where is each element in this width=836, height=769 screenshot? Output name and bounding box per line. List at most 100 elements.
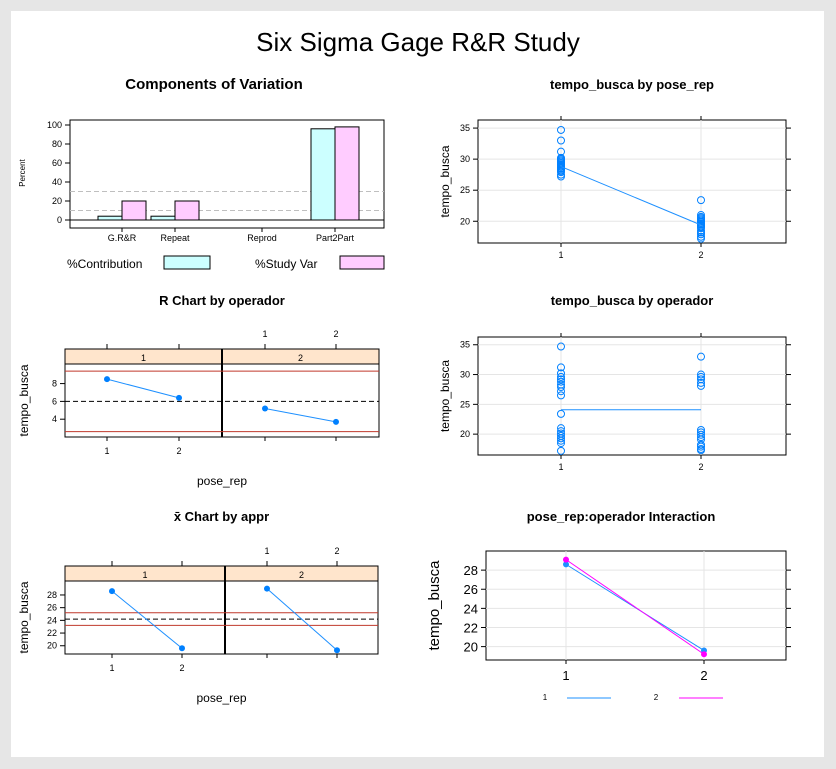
data-point <box>557 372 565 381</box>
y-tick-label-components: 40 <box>52 177 62 187</box>
y-tick-label-by-operador: 35 <box>460 340 470 350</box>
category-label: Reprod <box>247 233 277 243</box>
y-tick-label-interaction: 24 <box>464 601 478 616</box>
interaction-line-series-2 <box>565 559 705 655</box>
data-point <box>557 342 565 351</box>
legend-label-series-2: 2 <box>654 693 659 702</box>
bar-studyvar <box>334 126 360 221</box>
data-point <box>697 230 705 239</box>
data-point <box>557 375 565 384</box>
chart-title-xbar-chart: x̄ Chart by appr <box>174 509 269 524</box>
data-point <box>557 363 565 372</box>
data-point <box>557 434 565 443</box>
series-point <box>264 585 270 592</box>
interaction-point <box>701 651 707 658</box>
y-tick-label-components: 60 <box>52 158 62 168</box>
y-tick-label-interaction: 22 <box>464 620 478 635</box>
y-tick-label-by-operador: 30 <box>460 370 470 380</box>
panel-frame-1 <box>64 363 223 438</box>
x-tick-label-xbar-chart: 2 <box>179 663 184 673</box>
y-tick-label-by-pose: 35 <box>460 123 470 133</box>
top-tick-label-xbar-chart: 2 <box>334 546 339 556</box>
y-tick-label-xbar-chart: 24 <box>47 615 57 625</box>
data-point <box>697 381 705 390</box>
y-tick-label-xbar-chart: 26 <box>47 603 57 613</box>
data-point <box>697 446 705 455</box>
data-point <box>697 372 705 381</box>
data-point <box>557 424 565 433</box>
series-line-panel-2 <box>266 588 338 651</box>
strip-label-panel-1: 1 <box>142 570 147 580</box>
x-axis-label-r-chart: pose_rep <box>197 474 247 488</box>
series-point <box>262 405 268 412</box>
data-point <box>557 369 565 378</box>
data-point <box>557 136 565 145</box>
y-axis-label-by-operador: tempo_busca <box>438 360 452 432</box>
data-point <box>557 391 565 400</box>
data-point <box>557 436 565 445</box>
x-tick-label-r-chart: 1 <box>104 446 109 456</box>
y-tick-label-r-chart: 4 <box>52 414 57 424</box>
series-line-panel-2 <box>264 408 337 423</box>
interaction-point <box>563 561 569 568</box>
series-point <box>179 645 185 652</box>
y-tick-label-by-operador: 25 <box>460 399 470 409</box>
series-line-panel-1 <box>106 378 180 399</box>
y-tick-label-by-pose: 20 <box>460 216 470 226</box>
x-tick-label-interaction: 1 <box>562 668 569 683</box>
series-point <box>104 376 110 383</box>
data-point <box>557 377 565 386</box>
y-tick-label-interaction: 28 <box>464 563 478 578</box>
data-point <box>557 446 565 455</box>
panel-frame-2 <box>224 580 379 655</box>
y-tick-label-components: 20 <box>52 196 62 206</box>
chart-title-components: Components of Variation <box>125 76 303 93</box>
gage-rr-figure: Six Sigma Gage R&R Study Components of Va… <box>17 27 791 705</box>
chart-title-interaction: pose_rep:operador Interaction <box>527 509 716 524</box>
page-title: Six Sigma Gage R&R Study <box>256 27 580 57</box>
y-tick-label-components: 100 <box>47 120 62 130</box>
data-point <box>557 387 565 396</box>
y-axis-label-xbar-chart: tempo_busca <box>17 581 31 653</box>
data-point <box>557 383 565 392</box>
bar-contribution <box>150 215 176 221</box>
y-tick-label-by-pose: 30 <box>460 154 470 164</box>
report-frame: Six Sigma Gage R&R Study Components of Va… <box>11 11 824 757</box>
chart-title-r-chart: R Chart by operador <box>159 293 285 308</box>
bar-studyvar <box>174 200 200 221</box>
y-tick-label-components: 80 <box>52 139 62 149</box>
y-tick-label-xbar-chart: 20 <box>47 641 57 651</box>
series-line-panel-1 <box>111 590 183 649</box>
bar-studyvar <box>121 200 147 221</box>
y-tick-label-components: 0 <box>57 215 62 225</box>
x-tick-label-by-pose: 2 <box>698 250 703 260</box>
data-point <box>697 196 705 205</box>
y-tick-label-interaction: 26 <box>464 582 478 597</box>
series-point <box>334 647 340 654</box>
data-point <box>697 370 705 379</box>
y-tick-label-by-operador: 20 <box>460 429 470 439</box>
chart-title-by-pose: tempo_busca by pose_rep <box>550 77 714 92</box>
data-point <box>557 125 565 134</box>
strip-label-panel-2: 2 <box>298 353 303 363</box>
x-tick-label-by-operador: 2 <box>698 462 703 472</box>
y-axis-label-interaction: tempo_busca <box>426 560 443 651</box>
data-point <box>697 433 705 442</box>
y-axis-label-by-pose: tempo_busca <box>438 145 452 217</box>
y-tick-label-xbar-chart: 22 <box>47 628 57 638</box>
series-point <box>333 418 339 425</box>
axis-label-percent: Percent <box>18 158 27 186</box>
legend-swatch-contribution <box>163 255 211 270</box>
data-point <box>557 172 565 181</box>
y-axis-label-r-chart: tempo_busca <box>17 364 31 436</box>
top-tick-label-xbar-chart: 1 <box>264 546 269 556</box>
top-tick-label-r-chart: 1 <box>262 329 267 339</box>
data-point <box>697 234 705 243</box>
data-point <box>697 430 705 439</box>
category-label: G.R&R <box>108 233 137 243</box>
strip-label-panel-1: 1 <box>141 353 146 363</box>
y-tick-label-r-chart: 6 <box>52 396 57 406</box>
plot-frame-interaction <box>485 550 787 661</box>
plot-frame-by-operador <box>477 336 787 456</box>
category-label: Repeat <box>160 233 190 243</box>
